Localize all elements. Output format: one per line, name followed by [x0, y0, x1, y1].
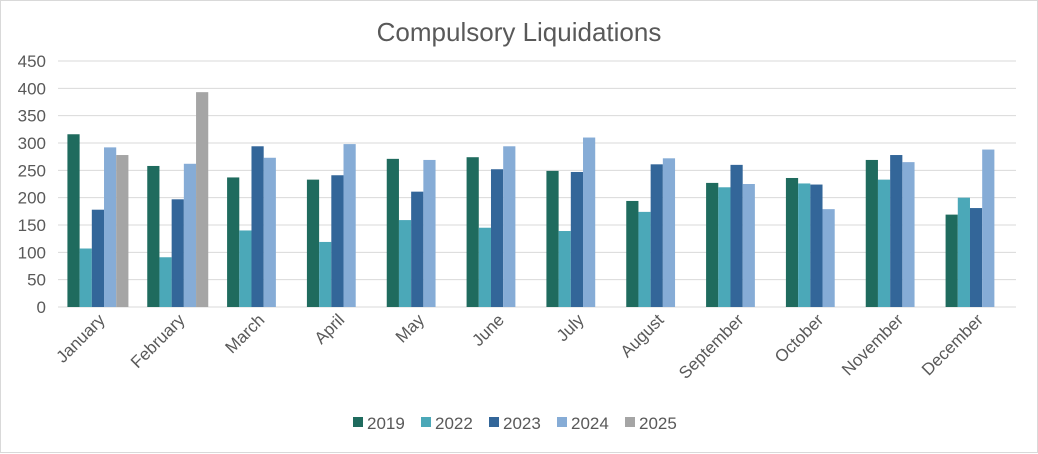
bar-2022-march — [239, 230, 252, 307]
x-tick-label: March — [222, 310, 269, 357]
bar-2022-february — [159, 257, 172, 307]
x-tick-label: April — [311, 310, 348, 347]
x-tick-label: July — [553, 310, 588, 345]
bar-2022-august — [638, 211, 651, 307]
bar-2023-august — [650, 164, 663, 307]
bar-2024-may — [423, 159, 436, 307]
bar-2023-july — [570, 171, 584, 307]
bar-2023-january — [91, 209, 105, 307]
bar-2025-january — [116, 155, 129, 307]
bar-2024-july — [583, 137, 596, 307]
chart-title: Compulsory Liquidations — [376, 17, 662, 47]
bar-2024-december — [982, 149, 995, 307]
x-tick-label: May — [392, 310, 428, 346]
y-tick-label: 200 — [18, 189, 46, 208]
bar-2019-november — [865, 159, 878, 307]
y-tick-label: 250 — [18, 161, 46, 180]
bar-2022-october — [798, 183, 811, 307]
bar-2022-may — [398, 220, 412, 307]
bar-2024-march — [263, 157, 276, 307]
bar-2019-december — [945, 214, 958, 307]
bar-2024-february — [183, 163, 197, 307]
legend-label: 2024 — [571, 414, 609, 433]
bar-2024-april — [343, 144, 356, 307]
x-tick-label: November — [838, 310, 907, 379]
bar-2023-april — [331, 175, 344, 307]
bar-2024-october — [822, 209, 835, 307]
bar-2022-january — [79, 248, 92, 307]
legend-swatch-2019 — [353, 417, 363, 427]
y-tick-label: 50 — [27, 271, 46, 290]
legend-swatch-2025 — [625, 417, 635, 427]
bar-2023-march — [251, 146, 264, 307]
legend-label: 2025 — [639, 414, 677, 433]
bar-2019-june — [466, 157, 479, 307]
bar-2019-march — [227, 177, 240, 307]
x-tick-label: February — [127, 310, 189, 372]
bar-2024-november — [902, 162, 915, 307]
bar-2023-february — [171, 199, 184, 307]
y-tick-label: 0 — [37, 298, 46, 317]
bar-2022-december — [957, 197, 970, 307]
bar-2023-october — [810, 184, 823, 307]
x-tick-label: January — [53, 310, 110, 367]
bar-2024-january — [104, 147, 117, 307]
bar-2022-september — [718, 187, 731, 307]
legend-label: 2023 — [503, 414, 541, 433]
bar-2024-september — [742, 184, 755, 307]
bar-2022-november — [877, 179, 891, 307]
bar-2019-september — [706, 182, 719, 307]
legend-label: 2019 — [367, 414, 405, 433]
bar-2024-august — [662, 158, 676, 307]
bar-2025-february — [196, 92, 209, 307]
y-tick-label: 300 — [18, 134, 46, 153]
x-tick-label: September — [675, 310, 747, 382]
bar-2024-june — [503, 146, 516, 307]
y-tick-label: 400 — [18, 79, 46, 98]
bar-2023-december — [969, 208, 983, 307]
legend-label: 2022 — [435, 414, 473, 433]
bar-2019-april — [306, 179, 320, 307]
bar-2019-july — [546, 170, 559, 307]
bar-2023-june — [490, 169, 504, 307]
bar-2022-july — [558, 231, 571, 307]
bar-2023-september — [730, 164, 743, 307]
y-tick-label: 350 — [18, 107, 46, 126]
bar-2019-august — [626, 200, 639, 307]
legend-swatch-2024 — [557, 417, 567, 427]
x-tick-label: June — [468, 310, 508, 350]
y-tick-label: 100 — [18, 243, 46, 262]
x-tick-label: August — [617, 310, 668, 361]
bar-2019-may — [386, 158, 399, 307]
y-tick-label: 150 — [18, 216, 46, 235]
bar-2019-january — [67, 134, 80, 307]
legend-swatch-2022 — [421, 417, 431, 427]
bar-2019-october — [785, 177, 799, 307]
bar-2022-june — [478, 227, 491, 307]
bar-2023-november — [890, 155, 903, 307]
x-tick-label: December — [918, 310, 987, 379]
y-tick-label: 450 — [18, 52, 46, 71]
x-tick-label: October — [771, 310, 827, 366]
bar-2019-february — [147, 165, 160, 307]
legend-swatch-2023 — [489, 417, 499, 427]
bar-2023-may — [411, 191, 424, 307]
bar-2022-april — [319, 241, 332, 307]
